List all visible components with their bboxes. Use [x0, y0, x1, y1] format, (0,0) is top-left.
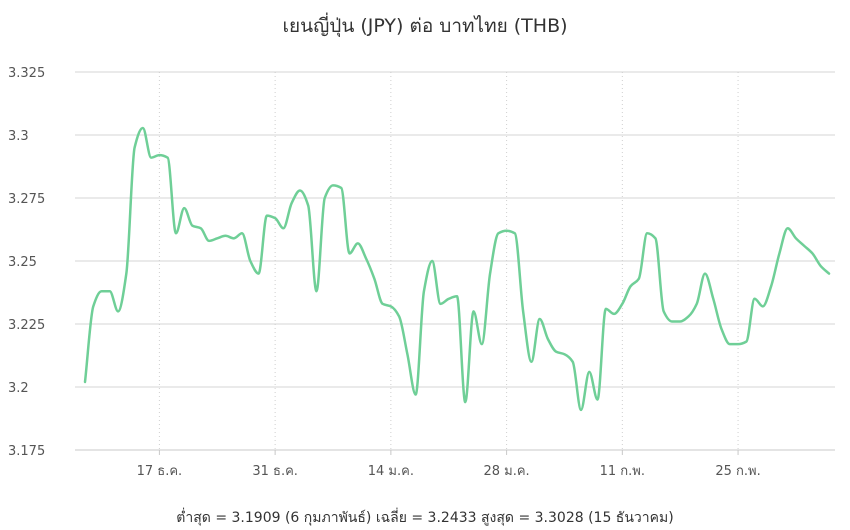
y-tick-label: 3.175 [8, 444, 45, 459]
y-tick-label: 3.225 [8, 318, 45, 333]
x-tick-label: 31 ธ.ค. [252, 464, 298, 479]
x-tick-label: 25 ก.พ. [715, 464, 760, 479]
series-group [83, 126, 831, 412]
x-axis-labels: 17 ธ.ค. 31 ธ.ค. 14 ม.ค. 28 ม.ค. 11 ก.พ. 25 ก.… [137, 464, 761, 479]
x-tick-label: 14 ม.ค. [368, 464, 414, 479]
x-gridlines [158, 72, 739, 455]
y-tick-label: 3.325 [8, 66, 45, 81]
y-axis-labels: 3.175 3.2 3.225 3.25 3.275 3.3 3.325 [8, 66, 45, 459]
chart-title: เยนญี่ปุ่น (JPY) ต่อ บาทไทย (THB) [282, 12, 567, 38]
y-tick-label: 3.25 [8, 255, 37, 270]
series-line [83, 126, 831, 412]
y-tick-label: 3.275 [8, 192, 45, 207]
y-tick-label: 3.2 [8, 381, 29, 396]
summary-stats: ต่ำสุด = 3.1909 (6 กุมภาพันธ์) เฉลี่ย = … [176, 508, 673, 526]
x-tick-label: 28 ม.ค. [483, 464, 529, 479]
x-tick-label: 17 ธ.ค. [137, 464, 183, 479]
y-gridlines [75, 71, 835, 451]
y-tick-label: 3.3 [8, 129, 29, 144]
x-tick-label: 11 ก.พ. [600, 464, 645, 479]
